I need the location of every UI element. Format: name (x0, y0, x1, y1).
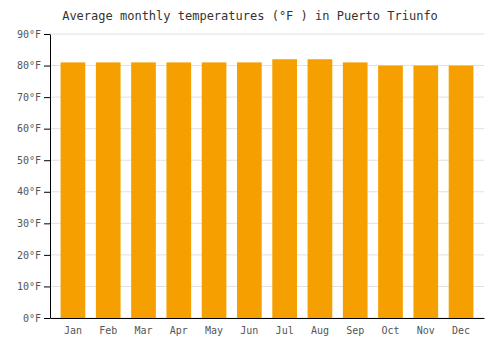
tick-mark (44, 97, 50, 98)
bar (202, 62, 227, 318)
plot: 0°F 10°F 20°F 30°F 40°F 50°F 60°F 70°F 80°F 90°F J… (17, 29, 485, 336)
tick-label: 80°F (17, 60, 41, 71)
tick: May (205, 325, 223, 336)
bar (61, 62, 86, 318)
title: Average monthly temperatures (°F ) in Pu… (62, 9, 438, 23)
tick-mark (44, 286, 50, 287)
tick: 40°F (17, 186, 50, 197)
tick: 30°F (17, 218, 50, 229)
tick: 90°F (17, 29, 50, 40)
tick-label: Oct (381, 325, 399, 336)
tick: Sep (346, 325, 364, 336)
chart: Average monthly temperatures (°F ) in Pu… (0, 0, 500, 350)
tick-label: Jan (64, 325, 82, 336)
tick-mark (44, 255, 50, 256)
tick: 0°F (23, 313, 50, 324)
bar (343, 62, 368, 318)
tick-label: Sep (346, 325, 364, 336)
bar (308, 59, 333, 318)
tick-label: Apr (170, 325, 188, 336)
tick-label: 0°F (23, 313, 41, 324)
tick: 60°F (17, 123, 50, 134)
tick: 70°F (17, 92, 50, 103)
tick-mark (44, 66, 50, 67)
tick-mark (44, 192, 50, 193)
tick-label: Jun (240, 325, 258, 336)
tick-label: 10°F (17, 281, 41, 292)
tick: 20°F (17, 250, 50, 261)
bars (61, 59, 474, 318)
bar (131, 62, 156, 318)
tick: 80°F (17, 60, 50, 71)
bar (166, 62, 191, 318)
bar (96, 62, 121, 318)
bar (413, 66, 438, 318)
tick: Jun (240, 325, 258, 336)
tick-mark (44, 318, 50, 319)
grid (50, 34, 484, 318)
tick-label: Jul (276, 325, 294, 336)
tick-mark (44, 223, 50, 224)
tick-label: Aug (311, 325, 329, 336)
bar (272, 59, 297, 318)
tick-label: 20°F (17, 250, 41, 261)
bar (378, 66, 403, 318)
tick-label: Dec (452, 325, 470, 336)
axis-line (51, 318, 485, 319)
tick: Jul (276, 325, 294, 336)
tick: Dec (452, 325, 470, 336)
tick-label: 30°F (17, 218, 41, 229)
tick-label: Nov (417, 325, 435, 336)
tick: Aug (311, 325, 329, 336)
tick-label: Feb (99, 325, 117, 336)
tick: Apr (170, 325, 188, 336)
tick-label: 70°F (17, 92, 41, 103)
tick: 10°F (17, 281, 50, 292)
tick-label: 40°F (17, 186, 41, 197)
tick-label: 50°F (17, 155, 41, 166)
tick: Jan (64, 325, 82, 336)
tick-label: 60°F (17, 123, 41, 134)
bar (449, 66, 474, 318)
tick: Mar (134, 325, 152, 336)
tick-mark (44, 34, 50, 35)
tick: Nov (417, 325, 435, 336)
tick: 50°F (17, 155, 50, 166)
grid-line (50, 34, 484, 35)
tick-mark (44, 160, 50, 161)
tick-label: Mar (134, 325, 152, 336)
x-axis: Jan Feb Mar Apr May Jun Jul Aug Sep Oct Nov Dec (51, 319, 485, 337)
tick: Oct (381, 325, 399, 336)
axis-line (50, 35, 51, 319)
y-axis: 0°F 10°F 20°F 30°F 40°F 50°F 60°F 70°F 80°F 90°F (17, 29, 51, 324)
tick: Feb (99, 325, 117, 336)
bar (237, 62, 262, 318)
tick-mark (44, 129, 50, 130)
tick-label: May (205, 325, 223, 336)
tick-label: 90°F (17, 29, 41, 40)
